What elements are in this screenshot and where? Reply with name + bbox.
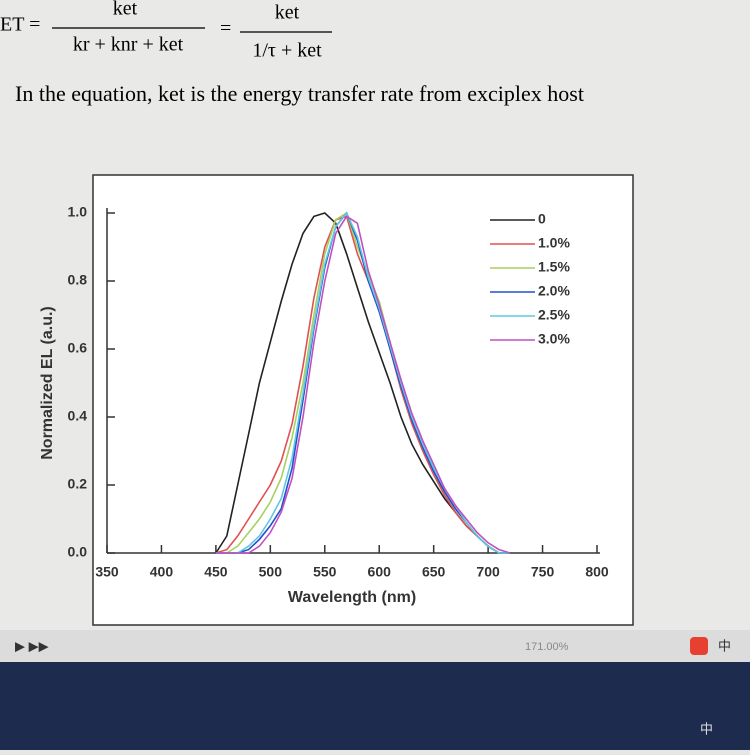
- series-line: [215, 211, 510, 554]
- legend-label: 0: [538, 211, 546, 227]
- x-axis-title: Wavelength (nm): [288, 589, 416, 606]
- caption: In the equation, ket is the energy trans…: [15, 81, 584, 106]
- equation-eq: =: [220, 18, 231, 40]
- x-tick-label: 750: [531, 564, 555, 580]
- legend-label: 1.5%: [538, 259, 570, 275]
- y-tick-label: 0.2: [68, 476, 88, 492]
- equation-num: ket: [113, 0, 138, 20]
- taskbar: [0, 662, 750, 750]
- x-tick-label: 600: [368, 564, 392, 580]
- plot: 0.0 0.2 0.4 0.6 0.8 1.0 350 400 450 500 550 600 650 7…: [39, 204, 609, 607]
- equation-den: 1/τ + ket: [252, 40, 322, 62]
- ime-icon[interactable]: [690, 637, 708, 655]
- y-tick-label: 0.4: [68, 408, 88, 424]
- x-tick-label: 450: [204, 564, 228, 580]
- legend-label: 2.5%: [538, 307, 570, 323]
- x-tick-label: 800: [585, 564, 609, 580]
- ime-label: 中: [718, 638, 731, 653]
- equation-num: ket: [275, 2, 300, 24]
- x-tick-label: 500: [259, 564, 283, 580]
- zoom-level: 171.00%: [525, 641, 569, 653]
- y-axis-title: Normalized EL (a.u.): [39, 306, 56, 460]
- x-tick-label: 650: [422, 564, 446, 580]
- legend-label: 3.0%: [538, 331, 570, 347]
- equation-lhs: ET =: [0, 14, 40, 36]
- y-tick-label: 1.0: [68, 204, 88, 220]
- x-tick-label: 400: [150, 564, 174, 580]
- x-tick-label: 700: [476, 564, 500, 580]
- series-line: [215, 211, 510, 554]
- toolbar-icons: ▶ ▶▶: [15, 638, 49, 653]
- x-tick-label: 550: [313, 564, 337, 580]
- x-tick-label: 350: [95, 564, 119, 580]
- taskbar-ime: 中: [700, 721, 713, 736]
- y-tick-label: 0.8: [68, 272, 88, 288]
- equation-den: kr + knr + ket: [73, 34, 184, 56]
- series-line: [215, 215, 511, 554]
- toolbar: [0, 630, 750, 662]
- legend-label: 1.0%: [538, 235, 570, 251]
- y-tick-label: 0.6: [68, 340, 88, 356]
- y-tick-label: 0.0: [68, 544, 88, 560]
- legend-label: 2.0%: [538, 283, 570, 299]
- series-line: [215, 215, 510, 554]
